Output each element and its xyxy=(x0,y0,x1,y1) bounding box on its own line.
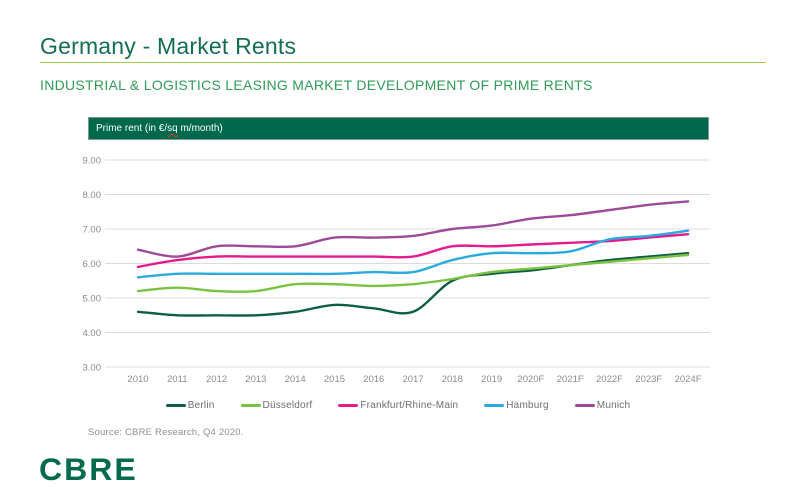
cbre-logo: CBRE xyxy=(39,451,138,487)
source-note: Source: CBRE Research, Q4 2020. xyxy=(88,427,244,438)
x-axis-label: 2014 xyxy=(285,374,306,385)
chart-header-label-suffix: m/month) xyxy=(177,123,223,134)
legend-item-frankfurt-rhine-main: Frankfurt/Rhine-Main xyxy=(338,400,458,411)
chart-header-label-sq: sq xyxy=(167,123,178,134)
legend-label: Hamburg xyxy=(506,399,549,411)
legend-label: Berlin xyxy=(187,399,215,411)
legend-swatch xyxy=(165,403,186,407)
legend-item-hamburg: Hamburg xyxy=(484,400,549,411)
y-axis-label: 7.00 xyxy=(83,224,102,235)
x-axis-label: 2020F xyxy=(517,374,544,385)
x-axis-label: 2012 xyxy=(206,374,227,385)
chart-header-label-prefix: Prime rent (in €/ xyxy=(96,123,168,134)
y-axis-label: 5.00 xyxy=(83,293,102,304)
chart-plot: 9.00 8.00 7.00 6.00 5.00 4.00 3.00 2010 2011 2012… xyxy=(83,155,710,385)
page-title: Germany - Market Rents xyxy=(40,33,297,59)
legend-label: Frankfurt/Rhine-Main xyxy=(360,399,459,411)
y-axis-label: 9.00 xyxy=(83,155,102,166)
series-line-munich xyxy=(136,200,690,258)
series-line-hamburg xyxy=(136,229,690,279)
series-line-berlin xyxy=(136,252,690,317)
x-axis-label: 2018 xyxy=(442,374,463,385)
legend-swatch xyxy=(240,403,261,407)
x-axis-label: 2022F xyxy=(596,374,623,385)
title-underline xyxy=(40,62,766,63)
chart-header: Prime rent (in €/sq m/month) xyxy=(88,117,709,140)
x-axis-label: 2015 xyxy=(324,374,345,385)
y-axis-label: 4.00 xyxy=(83,328,102,339)
x-axis-label: 2019 xyxy=(481,374,502,385)
legend-item-munich: Munich xyxy=(574,399,631,411)
legend-swatch xyxy=(574,403,595,407)
x-axis-label: 2024F xyxy=(675,374,702,385)
x-axis-label: 2011 xyxy=(167,374,187,385)
x-axis-label: 2021F xyxy=(557,374,584,385)
y-axis-label: 3.00 xyxy=(83,362,102,373)
series-line-d-sseldorf xyxy=(136,253,690,293)
x-axis-label: 2013 xyxy=(245,374,266,385)
legend-label: Düsseldorf xyxy=(262,399,313,411)
legend-item-d-sseldorf: Düsseldorf xyxy=(240,399,313,411)
y-axis-label: 8.00 xyxy=(83,190,102,201)
legend-item-berlin: Berlin xyxy=(165,399,215,411)
x-axis-label: 2023F xyxy=(635,374,662,385)
x-axis-label: 2010 xyxy=(127,374,148,385)
x-axis-label: 2016 xyxy=(363,374,384,385)
legend-swatch xyxy=(484,403,505,407)
y-axis-label: 6.00 xyxy=(83,259,102,270)
legend-swatch xyxy=(338,403,359,407)
legend-label: Munich xyxy=(596,399,631,411)
page-subtitle: INDUSTRIAL & LOGISTICS LEASING MARKET DE… xyxy=(40,77,593,93)
x-axis-label: 2017 xyxy=(402,374,423,385)
chart-legend: Berlin Düsseldorf Frankfurt/Rhine-Main Hamb… xyxy=(88,397,708,413)
